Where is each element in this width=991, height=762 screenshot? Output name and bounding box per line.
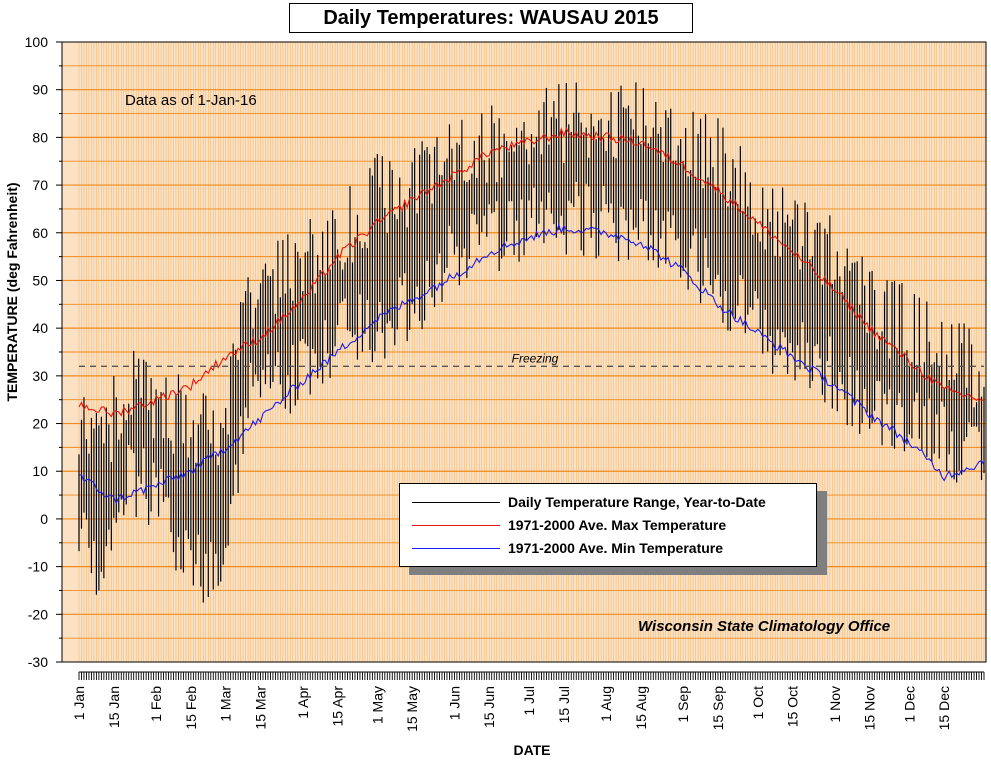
x-tick-label: 1 Sep <box>675 686 691 723</box>
x-tick-label: 1 Jan <box>71 686 87 720</box>
x-tick-label: 1 Apr <box>295 686 311 719</box>
y-tick-label: 0 <box>40 511 48 527</box>
x-tick-label: 1 Aug <box>598 686 614 722</box>
y-tick-label: 80 <box>32 129 48 145</box>
x-tick-label: 15 Dec <box>936 686 952 730</box>
legend-entry-max: 1971-2000 Ave. Max Temperature <box>400 515 816 537</box>
y-tick-label: -20 <box>28 606 48 622</box>
y-tick-label: 90 <box>32 82 48 98</box>
x-tick-label: 1 Dec <box>901 686 917 723</box>
x-tick-label: 15 Feb <box>183 686 199 730</box>
x-tick-label: 1 Oct <box>750 686 766 720</box>
avg-max-series <box>78 126 985 418</box>
x-tick-label: 1 Nov <box>827 686 843 723</box>
legend: Daily Temperature Range, Year-to-Date 19… <box>399 483 817 567</box>
credit-label: Wisconsin State Climatology Office <box>638 618 891 635</box>
x-tick-label: 15 Sep <box>710 686 726 731</box>
legend-label-min: 1971-2000 Ave. Min Temperature <box>508 540 724 556</box>
avg-min-line <box>78 222 985 505</box>
avg-min-series <box>78 222 985 505</box>
freezing-line: Freezing <box>79 351 984 368</box>
legend-entry-min: 1971-2000 Ave. Min Temperature <box>400 538 816 560</box>
x-tick-label: 15 Jun <box>481 686 497 728</box>
y-tick-label: -30 <box>28 654 48 670</box>
y-tick-label: 60 <box>32 225 48 241</box>
y-axis-label: TEMPERATURE (deg Fahrenheit) <box>4 182 20 401</box>
x-tick-label: 15 Jan <box>106 686 122 728</box>
freezing-label: Freezing <box>512 351 559 365</box>
y-tick-label: 50 <box>32 272 48 288</box>
y-tick-label: 10 <box>32 463 48 479</box>
y-tick-label: 70 <box>32 177 48 193</box>
legend-swatch-min <box>412 548 500 549</box>
x-tick-label: 15 Apr <box>330 686 346 727</box>
legend-swatch-range <box>412 502 500 503</box>
legend-label-range: Daily Temperature Range, Year-to-Date <box>508 494 766 510</box>
legend-entry-range: Daily Temperature Range, Year-to-Date <box>400 492 816 514</box>
x-tick-label: 1 Jun <box>446 686 462 720</box>
y-tick-label: -10 <box>28 559 48 575</box>
x-tick-label: 1 May <box>369 686 385 724</box>
avg-max-line <box>78 126 985 418</box>
x-tick-label: 15 Nov <box>862 686 878 730</box>
x-tick-label: 15 Oct <box>785 686 801 727</box>
x-tick-label: 1 Mar <box>218 686 234 722</box>
x-tick-label: 15 Aug <box>633 686 649 730</box>
chart-title: Daily Temperatures: WAUSAU 2015 <box>289 3 693 33</box>
daily-range-series <box>78 82 985 603</box>
y-tick-label: 100 <box>25 34 49 50</box>
axes <box>56 41 987 680</box>
y-tick-label: 20 <box>32 416 48 432</box>
x-tick-label: 1 Jul <box>521 686 537 716</box>
y-tick-label: 40 <box>32 320 48 336</box>
legend-swatch-max <box>412 525 500 526</box>
x-tick-label: 1 Feb <box>148 686 164 722</box>
x-tick-label: 15 Jul <box>556 686 572 723</box>
x-axis-label: DATE <box>513 742 550 758</box>
y-tick-label: 30 <box>32 368 48 384</box>
x-tick-labels: 1 Jan 15 Jan 1 Feb 15 Feb 1 Mar 15 Mar 1 Apr 15… <box>71 686 952 732</box>
data-date-note: Data as of 1-Jan-16 <box>125 92 257 109</box>
x-tick-label: 15 May <box>404 686 420 732</box>
legend-label-max: 1971-2000 Ave. Max Temperature <box>508 517 727 533</box>
x-tick-label: 15 Mar <box>252 686 268 730</box>
